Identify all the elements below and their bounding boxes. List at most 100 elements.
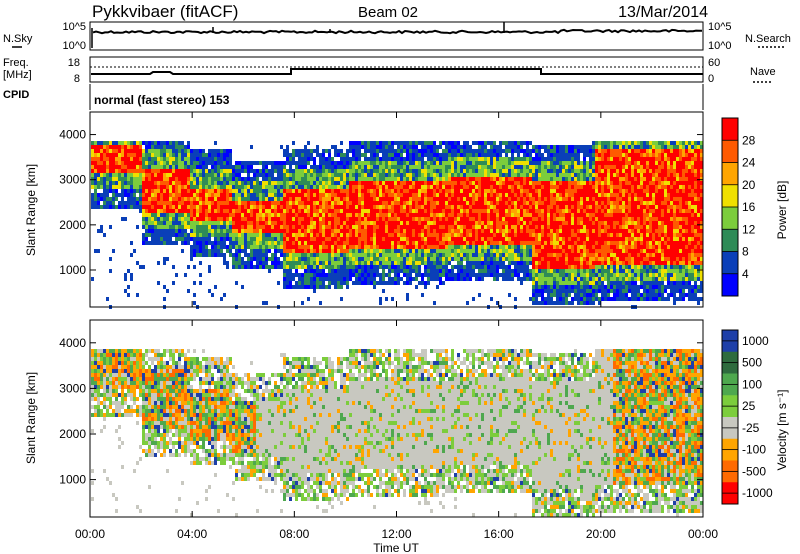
radar-cell: [304, 261, 307, 265]
radar-cell: [130, 149, 133, 153]
radar-cell: [448, 253, 451, 257]
radar-cell: [304, 189, 307, 193]
radar-cell: [310, 285, 313, 289]
radar-cell: [421, 237, 424, 241]
radar-cell: [400, 217, 403, 221]
radar-cell: [376, 161, 379, 165]
radar-cell: [463, 141, 466, 145]
radar-cell: [118, 201, 121, 205]
radar-cell: [550, 181, 553, 185]
radar-cell: [109, 141, 112, 145]
radar-cell: [499, 165, 502, 169]
radar-cell: [121, 177, 124, 181]
radar-cell: [481, 181, 484, 185]
radar-cell: [196, 241, 199, 245]
radar-cell: [460, 213, 463, 217]
radar-cell: [112, 145, 115, 149]
radar-cell: [331, 253, 334, 257]
radar-cell: [178, 161, 181, 165]
radar-cell: [292, 241, 295, 245]
radar-cell: [274, 245, 277, 249]
radar-cell: [442, 173, 445, 177]
radar-cell: [373, 209, 376, 213]
radar-cell: [235, 169, 238, 173]
radar-cell: [190, 221, 193, 225]
radar-cell: [391, 149, 394, 153]
radar-cell: [274, 261, 277, 265]
radar-cell: [466, 229, 469, 233]
radar-cell: [451, 149, 454, 153]
radar-cell: [202, 249, 205, 253]
radar-cell: [232, 197, 235, 201]
radar-cell: [466, 233, 469, 237]
radar-cell: [370, 277, 373, 281]
radar-cell: [559, 189, 562, 193]
radar-cell: [376, 249, 379, 253]
nave-tick-top: 60: [708, 57, 720, 69]
radar-cell: [100, 149, 103, 153]
radar-cell: [190, 257, 193, 261]
radar-cell: [199, 205, 202, 209]
radar-cell: [454, 173, 457, 177]
radar-cell: [427, 245, 430, 249]
radar-cell: [253, 177, 256, 181]
radar-cell: [445, 265, 448, 269]
radar-cell: [274, 237, 277, 241]
radar-cell: [154, 213, 157, 217]
radar-cell: [172, 153, 175, 157]
radar-cell: [364, 153, 367, 157]
radar-cell: [568, 225, 571, 229]
radar-cell: [340, 249, 343, 253]
radar-cell: [451, 249, 454, 253]
radar-cell: [541, 145, 544, 149]
radar-cell: [310, 201, 313, 205]
radar-cell: [313, 213, 316, 217]
radar-cell: [436, 245, 439, 249]
radar-cell: [235, 217, 238, 221]
radar-cell: [481, 229, 484, 233]
radar-cell: [523, 153, 526, 157]
radar-cell: [208, 193, 211, 197]
radar-cell: [553, 145, 556, 149]
radar-cell: [241, 241, 244, 245]
radar-cell: [160, 217, 163, 221]
radar-cell: [295, 225, 298, 229]
radar-cell: [529, 153, 532, 157]
radar-cell: [202, 205, 205, 209]
radar-cell: [499, 273, 502, 277]
radar-cell: [100, 225, 103, 229]
radar-cell: [247, 213, 250, 217]
radar-cell: [310, 217, 313, 221]
radar-cell: [367, 181, 370, 185]
radar-cell: [142, 141, 145, 145]
radar-cell: [331, 241, 334, 245]
radar-cell: [175, 209, 178, 213]
radar-cell: [427, 177, 430, 181]
radar-cell: [364, 213, 367, 217]
radar-cell: [208, 201, 211, 205]
radar-cell: [259, 205, 262, 209]
radar-cell: [244, 265, 247, 269]
radar-cell: [148, 233, 151, 237]
radar-cell: [226, 245, 229, 249]
radar-cell: [370, 157, 373, 161]
radar-cell: [379, 145, 382, 149]
radar-cell: [343, 229, 346, 233]
radar-cell: [388, 237, 391, 241]
radar-cell: [208, 217, 211, 221]
radar-cell: [220, 209, 223, 213]
radar-cell: [412, 221, 415, 225]
radar-cell: [565, 165, 568, 169]
radar-cell: [199, 201, 202, 205]
radar-cell: [529, 181, 532, 185]
radar-cell: [220, 169, 223, 173]
radar-cell: [214, 149, 217, 153]
radar-cell: [418, 193, 421, 197]
radar-cell: [421, 157, 424, 161]
radar-cell: [520, 221, 523, 225]
radar-cell: [280, 145, 283, 149]
radar-cell: [115, 189, 118, 193]
radar-cell: [265, 205, 268, 209]
radar-cell: [337, 273, 340, 277]
radar-cell: [364, 245, 367, 249]
